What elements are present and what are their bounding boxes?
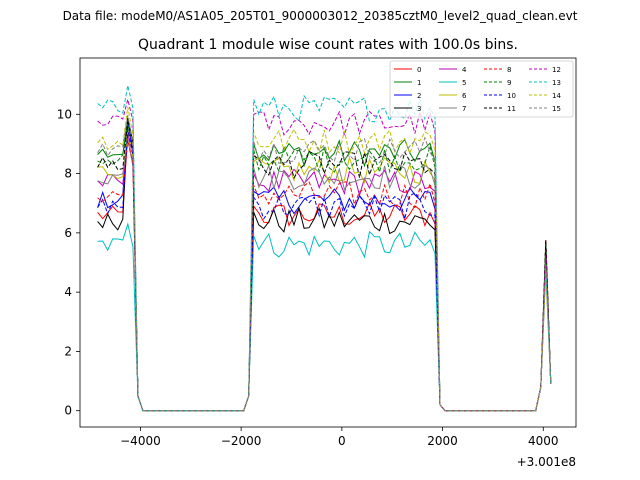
series-line-8 [97,139,552,412]
x-offset-label: +3.001e8 [517,455,576,469]
y-axis: 0 2 4 6 8 10 [57,107,80,418]
series-line-7 [97,139,552,412]
y-tick-label: 6 [64,226,72,240]
series-line-11 [97,119,552,412]
legend-label: 12 [552,66,561,74]
legend-label: 8 [507,66,511,74]
legend-label: 6 [462,92,467,100]
series-line-14 [97,106,552,412]
plot-frame [79,57,577,428]
suptitle: Data file: modeM0/AS1A05_205T01_90000030… [63,9,578,23]
x-tick-label: −4000 [120,434,161,448]
series-line-15 [97,115,552,412]
legend-label: 3 [417,105,421,113]
legend-label: 7 [462,105,466,113]
legend-label: 4 [462,66,467,74]
y-tick-label: 0 [64,404,72,418]
series-line-9 [97,123,552,412]
legend-label: 9 [507,79,511,87]
legend-label: 11 [507,105,516,113]
x-axis: −4000 −2000 0 2000 4000 [120,427,559,448]
y-tick-label: 8 [64,167,72,181]
series-lines [97,85,552,412]
series-line-4 [97,133,552,412]
y-tick-label: 10 [57,107,72,121]
series-line-6 [97,129,552,412]
x-tick-label: 2000 [427,434,458,448]
series-line-1 [97,117,552,412]
series-line-0 [97,131,552,412]
x-tick-label: 0 [338,434,346,448]
y-tick-label: 4 [64,285,72,299]
series-line-3 [97,117,552,412]
legend-label: 15 [552,105,561,113]
x-tick-label: −2000 [221,434,262,448]
legend-label: 1 [417,79,421,87]
legend-box [389,60,574,118]
series-line-5 [97,222,552,412]
legend-label: 0 [417,66,421,74]
legend-label: 14 [552,92,561,100]
legend-label: 13 [552,79,561,87]
y-tick-label: 2 [64,344,72,358]
legend-label: 5 [462,79,466,87]
series-line-12 [97,99,552,412]
series-line-2 [97,122,552,412]
legend-label: 10 [507,92,516,100]
x-tick-label: 4000 [528,434,559,448]
series-line-13 [97,85,552,412]
chart-title: Quadrant 1 module wise count rates with … [138,37,518,53]
legend-label: 2 [417,92,421,100]
